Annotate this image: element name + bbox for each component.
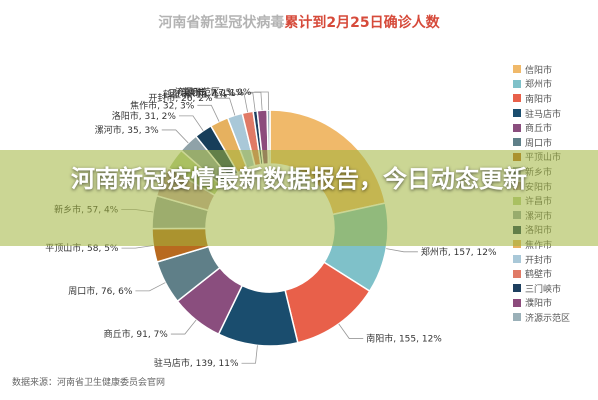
legend-label: 信阳市 [525, 65, 553, 76]
legend-swatch [513, 94, 521, 103]
legend-item: 郑州市 [513, 77, 597, 92]
legend-swatch [513, 269, 521, 278]
leader-line-14 [230, 94, 249, 113]
leader-line-6 [121, 245, 154, 249]
legend-swatch [513, 65, 521, 74]
leader-line-10 [161, 129, 189, 144]
legend-label: 商丘市 [525, 124, 553, 135]
chart-title-part1: 河南省新型冠状病毒 [158, 15, 285, 31]
legend-swatch [513, 123, 521, 132]
legend-item: 开封市 [513, 252, 597, 267]
data-label-11: 洛阳市, 31, 2% [112, 110, 177, 122]
overlay-banner [0, 150, 598, 246]
legend-label: 濮阳市 [525, 299, 553, 310]
data-label-16: 濮阳市, 17, 1% [180, 86, 245, 98]
legend-label: 鹤壁市 [525, 270, 553, 281]
data-label-1: 郑州市, 157, 12% [421, 246, 497, 258]
chart-title: 河南省新型冠状病毒累计到2月25日确诊人数 [0, 12, 598, 32]
legend-label: 开封市 [525, 255, 553, 266]
legend-label: 济源示范区 [525, 313, 571, 324]
legend-item: 濮阳市 [513, 296, 597, 311]
leader-line-3 [241, 345, 258, 364]
leader-line-13 [215, 97, 236, 116]
legend-item: 济源示范区 [513, 310, 597, 325]
legend-swatch [513, 298, 521, 307]
legend-item: 三门峡市 [513, 281, 597, 296]
data-label-17: 济源示范区, 5, 0% [175, 86, 252, 98]
data-label-12: 焦作市, 32, 3% [130, 99, 195, 111]
chart-title-part2: 累计到2月25日确诊人数 [284, 15, 440, 31]
legend-swatch [513, 313, 521, 322]
data-label-14: 鹤壁市, 19, 1% [163, 88, 228, 100]
data-label-13: 开封市, 26, 2% [148, 92, 213, 104]
legend-item: 周口市 [513, 135, 597, 150]
legend-swatch [513, 284, 521, 293]
legend-label: 驻马店市 [525, 109, 562, 120]
legend-item: 商丘市 [513, 120, 597, 135]
leader-line-2 [338, 323, 364, 339]
legend-label: 南阳市 [525, 94, 553, 105]
leader-line-15 [238, 92, 256, 111]
leader-line-11 [178, 115, 204, 131]
data-label-15: 三门峡市, 7, 1% [168, 87, 236, 99]
legend-item: 南阳市 [513, 91, 597, 106]
legend-item: 驻马店市 [513, 106, 597, 121]
leader-line-12 [197, 104, 220, 122]
leader-line-17 [254, 91, 269, 111]
data-label-10: 漯河市, 35, 3% [95, 124, 160, 136]
data-label-4: 商丘市, 91, 7% [104, 328, 169, 340]
data-label-3: 驻马店市, 139, 11% [154, 357, 239, 369]
legend-label: 三门峡市 [525, 284, 562, 295]
legend-swatch [513, 138, 521, 147]
legend-item: 信阳市 [513, 62, 597, 77]
legend-swatch [513, 255, 521, 264]
legend-label: 周口市 [525, 138, 553, 149]
leader-line-5 [135, 282, 166, 292]
legend-swatch [513, 109, 521, 118]
data-source-note: 数据来源：河南省卫生健康委员会官网 [12, 378, 166, 388]
banner-headline: 河南新冠疫情最新数据报告，今日动态更新 [71, 165, 527, 193]
leader-line-1 [386, 248, 418, 253]
legend-swatch [513, 79, 521, 88]
legend-label: 郑州市 [525, 80, 553, 91]
data-label-2: 南阳市, 155, 12% [366, 333, 442, 345]
leader-line-4 [170, 319, 197, 335]
legend-item: 鹤壁市 [513, 266, 597, 281]
data-label-5: 周口市, 76, 6% [68, 285, 133, 297]
